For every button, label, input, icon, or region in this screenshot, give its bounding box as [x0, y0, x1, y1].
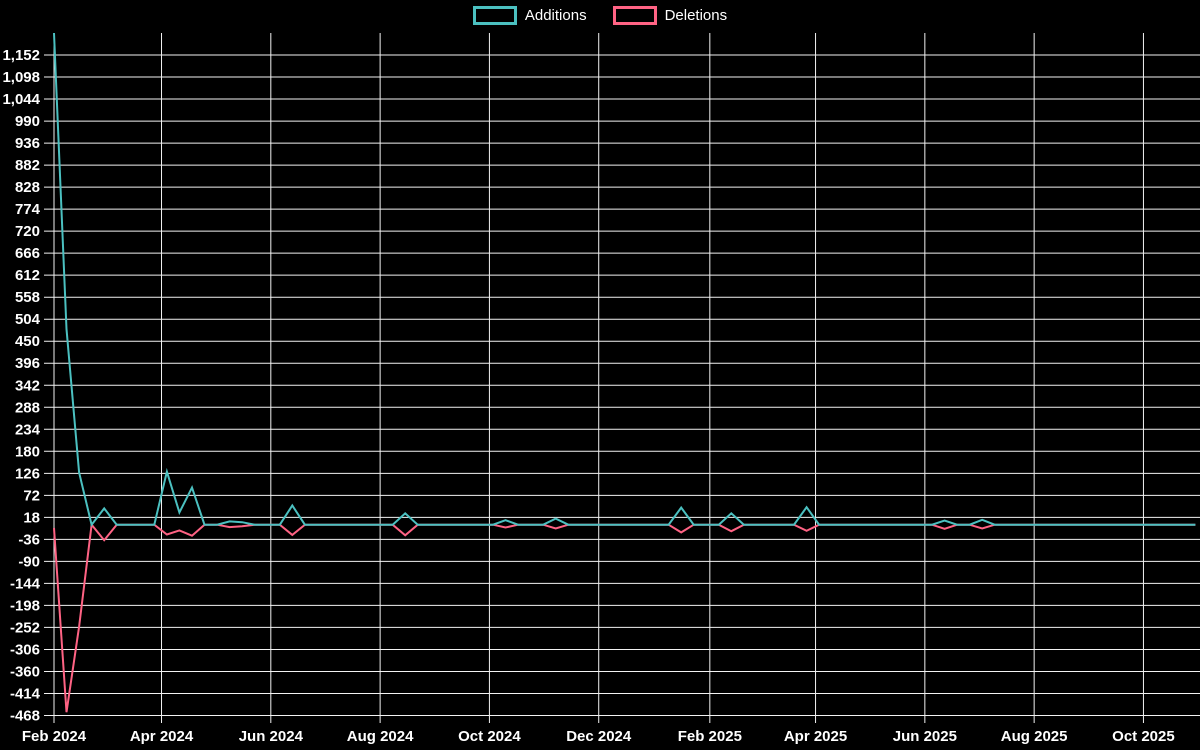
x-tick-label: Apr 2025	[784, 728, 847, 745]
y-tick-label: -360	[10, 663, 40, 680]
x-tick-label: Oct 2025	[1112, 728, 1175, 745]
y-tick-label: 1,098	[2, 69, 40, 86]
y-tick-label: 288	[15, 399, 40, 416]
additions-line	[53, 32, 1196, 527]
y-tick-label: 990	[15, 113, 40, 130]
legend-item-deletions[interactable]: Deletions	[612, 6, 728, 25]
deletions-legend-label: Deletions	[664, 7, 728, 24]
y-tick-label: 558	[15, 289, 40, 306]
y-tick-label: 396	[15, 355, 40, 372]
y-tick-label: 612	[15, 267, 40, 284]
y-tick-label: -90	[18, 553, 40, 570]
deletions-line	[53, 522, 1196, 713]
y-tick-label: 1,044	[2, 91, 40, 108]
y-tick-label: 180	[15, 443, 40, 460]
y-tick-label: 72	[23, 487, 40, 504]
y-tick-label: 126	[15, 465, 40, 482]
additions-legend-swatch	[472, 6, 517, 25]
y-tick-label: 828	[15, 179, 40, 196]
y-tick-label: -252	[10, 619, 40, 636]
y-tick-label: 774	[15, 201, 41, 218]
y-tick-label: -468	[10, 708, 40, 725]
legend-item-additions[interactable]: Additions	[472, 6, 587, 25]
y-tick-label: -36	[18, 531, 40, 548]
y-tick-label: 882	[15, 157, 40, 174]
x-tick-label: Aug 2024	[347, 728, 414, 745]
y-tick-label: -198	[10, 597, 40, 614]
y-tick-label: 450	[15, 333, 40, 350]
x-tick-label: Jun 2024	[239, 728, 304, 745]
y-tick-label: 720	[15, 223, 40, 240]
x-tick-label: Feb 2024	[22, 728, 87, 745]
y-tick-label: 504	[15, 311, 41, 328]
y-tick-label: 18	[23, 509, 40, 526]
y-tick-label: 1,152	[2, 47, 40, 64]
y-tick-label: -144	[10, 575, 41, 592]
y-tick-label: -306	[10, 641, 40, 658]
x-tick-label: Apr 2024	[130, 728, 194, 745]
y-tick-label: 666	[15, 245, 40, 262]
y-tick-label: 936	[15, 135, 40, 152]
deletions-legend-swatch	[612, 6, 657, 25]
y-tick-label: -414	[10, 685, 41, 702]
chart-legend: Additions Deletions	[0, 6, 1200, 25]
x-tick-label: Oct 2024	[458, 728, 521, 745]
x-tick-label: Aug 2025	[1001, 728, 1068, 745]
x-tick-label: Dec 2024	[566, 728, 632, 745]
y-tick-label: 234	[15, 421, 41, 438]
x-tick-label: Jun 2025	[893, 728, 957, 745]
x-tick-label: Feb 2025	[678, 728, 742, 745]
y-tick-label: 342	[15, 377, 40, 394]
additions-legend-label: Additions	[524, 7, 587, 24]
